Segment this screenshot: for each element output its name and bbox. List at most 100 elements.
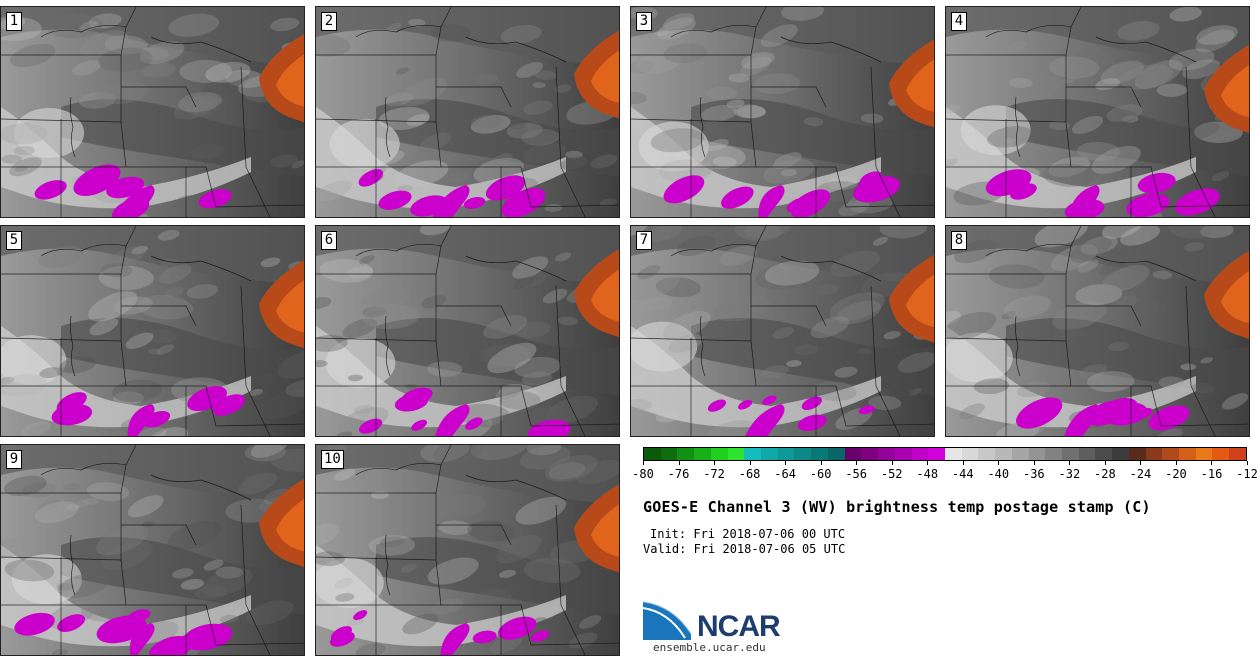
colorbar-tick-label: -40 bbox=[987, 467, 1010, 481]
colorbar-tick-label: -28 bbox=[1094, 467, 1116, 481]
colorbar-tick bbox=[785, 461, 787, 465]
colorbar-swatch bbox=[710, 448, 728, 460]
colorbar-swatch bbox=[1095, 448, 1113, 460]
colorbar-swatch bbox=[677, 448, 695, 460]
colorbar-tick bbox=[714, 461, 716, 465]
colorbar-swatch bbox=[694, 448, 711, 460]
ncar-swoosh-icon bbox=[643, 601, 692, 640]
colorbar-swatch bbox=[1229, 448, 1246, 460]
colorbar-tick-label: -20 bbox=[1165, 467, 1187, 481]
colorbar-swatch bbox=[811, 448, 828, 460]
colorbar-swatch bbox=[1128, 448, 1146, 460]
colorbar-swatch bbox=[660, 448, 678, 460]
colorbar-tick-label: -48 bbox=[916, 467, 939, 481]
water-vapor-map bbox=[631, 7, 934, 217]
colorbar-swatch bbox=[1112, 448, 1129, 460]
colorbar-tick bbox=[1247, 461, 1248, 465]
colorbar-swatch bbox=[777, 448, 795, 460]
colorbar-swatch bbox=[878, 448, 895, 460]
colorbar-tick bbox=[820, 461, 822, 465]
colorbar-tick-label: -68 bbox=[738, 467, 761, 481]
water-vapor-map bbox=[1, 445, 304, 655]
water-vapor-map bbox=[316, 445, 619, 655]
colorbar-tick-label: -60 bbox=[809, 467, 832, 481]
colorbar-swatch bbox=[1179, 448, 1196, 460]
panel-number: 7 bbox=[636, 231, 652, 250]
colorbar-swatch bbox=[1212, 448, 1230, 460]
panel-number: 1 bbox=[6, 12, 22, 31]
water-vapor-map bbox=[946, 7, 1249, 217]
colorbar-swatch bbox=[727, 448, 745, 460]
colorbar-swatch bbox=[1061, 448, 1079, 460]
water-vapor-map bbox=[1, 7, 304, 217]
map-panel[interactable]: 7 bbox=[630, 225, 935, 437]
map-panel[interactable]: 10 bbox=[315, 444, 620, 656]
colorbar-tick-label: -36 bbox=[1022, 467, 1045, 481]
colorbar-swatch bbox=[928, 448, 945, 460]
panel-number: 10 bbox=[321, 450, 344, 469]
colorbar-tick bbox=[891, 461, 893, 465]
colorbar-tick bbox=[1175, 461, 1177, 465]
colorbar-swatch bbox=[961, 448, 979, 460]
colorbar-tick bbox=[962, 461, 964, 465]
colorbar-tick bbox=[927, 461, 929, 465]
map-panel[interactable]: 9 bbox=[0, 444, 305, 656]
colorbar-tick bbox=[1033, 461, 1035, 465]
colorbar-swatch bbox=[644, 448, 661, 460]
colorbar-tick-label: -16 bbox=[1200, 467, 1223, 481]
colorbar-tick bbox=[749, 461, 751, 465]
colorbar-swatch bbox=[844, 448, 862, 460]
colorbar-tick bbox=[1104, 461, 1106, 465]
init-time: Init: Fri 2018-07-06 00 UTC bbox=[650, 527, 846, 541]
colorbar bbox=[643, 447, 1247, 461]
water-vapor-map bbox=[1, 226, 304, 436]
colorbar-tick-label: -12 bbox=[1236, 467, 1258, 481]
panel-number: 9 bbox=[6, 450, 22, 469]
water-vapor-map bbox=[316, 226, 619, 436]
colorbar-swatch bbox=[911, 448, 929, 460]
colorbar-swatch bbox=[1195, 448, 1213, 460]
colorbar-tick-label: -56 bbox=[845, 467, 868, 481]
water-vapor-map bbox=[946, 226, 1249, 436]
colorbar-ticks: -80 -76 -72 -68 -64 -60 -56 -52 -48 -44 -40 -36 -32-… bbox=[632, 461, 1258, 485]
panel-number: 3 bbox=[636, 12, 652, 31]
colorbar-swatch bbox=[794, 448, 812, 460]
colorbar-tick bbox=[643, 461, 644, 465]
colorbar-swatch bbox=[861, 448, 879, 460]
colorbar-tick bbox=[1069, 461, 1071, 465]
colorbar-swatch bbox=[1028, 448, 1046, 460]
water-vapor-map bbox=[316, 7, 619, 217]
colorbar-swatch bbox=[978, 448, 996, 460]
colorbar-swatch bbox=[995, 448, 1012, 460]
colorbar-swatch bbox=[1162, 448, 1179, 460]
colorbar-tick bbox=[1211, 461, 1213, 465]
panel-number: 2 bbox=[321, 12, 337, 31]
ncar-logo[interactable]: NCAR ensemble.ucar.edu bbox=[643, 600, 803, 654]
colorbar-tick-label: -72 bbox=[703, 467, 725, 481]
logo-url[interactable]: ensemble.ucar.edu bbox=[653, 641, 766, 654]
panel-number: 5 bbox=[6, 231, 22, 250]
colorbar-swatch bbox=[1045, 448, 1062, 460]
colorbar-tick-label: -80 bbox=[632, 467, 654, 481]
map-panel[interactable]: 5 bbox=[0, 225, 305, 437]
map-panel[interactable]: 2 bbox=[315, 6, 620, 218]
map-panel[interactable]: 3 bbox=[630, 6, 935, 218]
colorbar-swatch bbox=[761, 448, 778, 460]
colorbar-tick bbox=[998, 461, 1000, 465]
colorbar-swatch bbox=[827, 448, 845, 460]
colorbar-tick-label: -64 bbox=[774, 467, 796, 481]
colorbar-swatch bbox=[1145, 448, 1163, 460]
map-panel[interactable]: 8 bbox=[945, 225, 1250, 437]
colorbar-tick bbox=[856, 461, 858, 465]
colorbar-swatch bbox=[1011, 448, 1029, 460]
colorbar-tick-label: -76 bbox=[667, 467, 690, 481]
colorbar-tick bbox=[678, 461, 680, 465]
panel-number: 6 bbox=[321, 231, 337, 250]
colorbar-tick bbox=[1140, 461, 1142, 465]
map-panel[interactable]: 1 bbox=[0, 6, 305, 218]
colorbar-tick-label: -44 bbox=[951, 467, 974, 481]
ncar-wordmark: NCAR bbox=[697, 610, 781, 643]
map-panel[interactable]: 6 bbox=[315, 225, 620, 437]
water-vapor-map bbox=[631, 226, 934, 436]
map-panel[interactable]: 4 bbox=[945, 6, 1250, 218]
